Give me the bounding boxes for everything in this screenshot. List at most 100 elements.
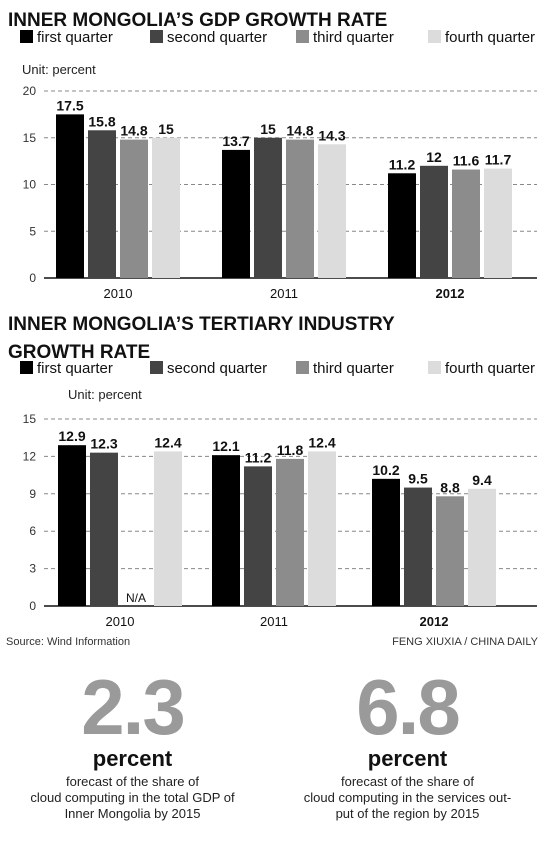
chart-tertiary-y-tick-label: 6: [29, 524, 36, 538]
chart-tertiary-bar: [436, 496, 464, 606]
chart-gdp-bar: [388, 173, 416, 278]
chart-gdp-bar: [254, 137, 282, 278]
chart-tertiary-y-tick-label: 3: [29, 562, 36, 576]
chart-tertiary-bar: [154, 451, 182, 606]
stat-description-line: cloud computing in the services out-: [303, 790, 512, 805]
stats-section: 2.3 percent forecast of the share of clo…: [0, 665, 550, 842]
chart-gdp-value-label: 15: [260, 121, 276, 137]
chart-tertiary-bar: [58, 445, 86, 606]
chart-tertiary-bar: [372, 478, 400, 606]
chart-tertiary-title: GROWTH RATE: [8, 342, 150, 363]
chart-tertiary-y-tick-label: 12: [23, 449, 37, 463]
chart-tertiary-value-label: 8.8: [440, 479, 460, 495]
chart-gdp-bar: [286, 139, 314, 278]
chart-tertiary-bar: [244, 466, 272, 606]
chart-tertiary-bar: [468, 488, 496, 606]
chart-gdp-y-tick-label: 10: [23, 178, 37, 192]
chart-tertiary-legend-item: first quarter: [20, 360, 113, 377]
stat-unit: percent: [367, 746, 448, 771]
chart-gdp-bar: [420, 165, 448, 278]
chart-tertiary-legend-item: third quarter: [296, 360, 394, 377]
stat-unit: percent: [92, 746, 173, 771]
chart-gdp-value-label: 13.7: [222, 133, 249, 149]
chart-tertiary-legend-item: second quarter: [150, 360, 267, 377]
stat-description-line: forecast of the share of: [341, 774, 474, 789]
source-note: Source: Wind Information: [6, 636, 130, 648]
chart-gdp-category-label: 2011: [270, 286, 298, 301]
chart-tertiary-value-label: 9.5: [408, 471, 428, 487]
chart-tertiary-bar: [308, 451, 336, 606]
chart-gdp-value-label: 14.3: [318, 127, 345, 143]
stat-description-line: Inner Mongolia by 2015: [64, 806, 201, 821]
chart-gdp-bar: [88, 130, 116, 278]
chart-gdp-unit-label: Unit: percent: [22, 62, 96, 77]
chart-gdp-value-label: 11.7: [485, 152, 512, 168]
chart-tertiary-unit-label: Unit: percent: [68, 387, 142, 402]
chart-tertiary-legend-swatch: [20, 361, 33, 374]
chart-tertiary-value-label: 10.2: [372, 462, 399, 478]
chart-tertiary-legend-label: first quarter: [37, 360, 113, 377]
tertiary-growth-chart: INNER MONGOLIA’S TERTIARY INDUSTRY GROWTH…: [6, 314, 539, 648]
chart-tertiary-y-tick-label: 9: [29, 487, 36, 501]
chart-tertiary-legend-label: fourth quarter: [445, 360, 535, 377]
chart-gdp-value-label: 11.6: [453, 153, 480, 169]
chart-tertiary-bar: [90, 452, 118, 606]
chart-gdp-legend-label: first quarter: [37, 29, 113, 46]
chart-gdp-bar: [56, 114, 84, 278]
chart-gdp-value-label: 11.2: [389, 156, 416, 172]
chart-tertiary-value-label: 11.2: [245, 449, 272, 465]
chart-tertiary-value-label: 12.4: [154, 434, 181, 450]
chart-gdp-legend-swatch: [296, 30, 309, 43]
chart-gdp-bar: [152, 137, 180, 278]
stat-description-line: forecast of the share of: [66, 774, 199, 789]
chart-tertiary-legend-swatch: [428, 361, 441, 374]
chart-gdp-legend-swatch: [428, 30, 441, 43]
chart-gdp-value-label: 15.8: [88, 113, 115, 129]
chart-gdp-value-label: 14.8: [286, 123, 313, 139]
chart-tertiary-y-tick-label: 0: [29, 599, 36, 613]
stat-number: 6.8: [356, 663, 460, 751]
credit-note: FENG XIUXIA / CHINA DAILY: [392, 636, 539, 648]
chart-tertiary-bar: [404, 487, 432, 606]
chart-gdp-value-label: 17.5: [56, 97, 83, 113]
chart-gdp-legend-label: fourth quarter: [445, 29, 535, 46]
chart-gdp-bar: [120, 139, 148, 278]
chart-tertiary-category-label: 2010: [106, 614, 135, 629]
stat-services-share: 6.8 percent forecast of the share of clo…: [275, 665, 540, 822]
chart-tertiary-legend-item: fourth quarter: [428, 360, 535, 377]
chart-gdp-y-tick-label: 15: [23, 131, 37, 145]
chart-tertiary-y-tick-label: 15: [23, 412, 37, 426]
chart-gdp-bar: [318, 144, 346, 278]
chart-gdp-bar: [222, 149, 250, 278]
chart-tertiary-value-label: 12.9: [58, 428, 85, 444]
stat-description: forecast of the share of cloud computing…: [275, 774, 540, 822]
chart-tertiary-legend-swatch: [296, 361, 309, 374]
chart-tertiary-value-label: 12.4: [308, 434, 335, 450]
chart-tertiary-legend-swatch: [150, 361, 163, 374]
chart-tertiary-value-label: 11.8: [277, 442, 304, 458]
chart-gdp-legend-item: second quarter: [150, 29, 267, 46]
chart-gdp-y-tick-label: 5: [29, 224, 36, 238]
chart-gdp-value-label: 14.8: [120, 123, 147, 139]
chart-tertiary-category-label: 2012: [420, 614, 449, 629]
chart-gdp-category-label: 2012: [436, 286, 465, 301]
chart-gdp-legend-item: fourth quarter: [428, 29, 535, 46]
chart-tertiary-legend-label: third quarter: [313, 360, 394, 377]
chart-gdp-category-label: 2010: [104, 286, 133, 301]
chart-tertiary-value-label: 12.3: [90, 436, 117, 452]
chart-gdp-legend-item: third quarter: [296, 29, 394, 46]
chart-gdp-title: INNER MONGOLIA’S GDP GROWTH RATE: [8, 10, 387, 31]
chart-tertiary-value-label: 12.1: [212, 438, 239, 454]
chart-gdp-legend-item: first quarter: [20, 29, 113, 46]
chart-gdp-y-tick-label: 0: [29, 271, 36, 285]
stat-description-line: cloud computing in the total GDP of: [30, 790, 235, 805]
chart-gdp-y-tick-label: 20: [23, 84, 37, 98]
chart-gdp-bar: [484, 168, 512, 278]
chart-tertiary-legend-label: second quarter: [167, 360, 267, 377]
stat-number: 2.3: [81, 663, 185, 751]
chart-gdp-legend-swatch: [150, 30, 163, 43]
chart-tertiary-value-label: 9.4: [472, 472, 492, 488]
chart-tertiary-value-label: N/A: [126, 591, 146, 605]
chart-tertiary-category-label: 2011: [260, 614, 288, 629]
